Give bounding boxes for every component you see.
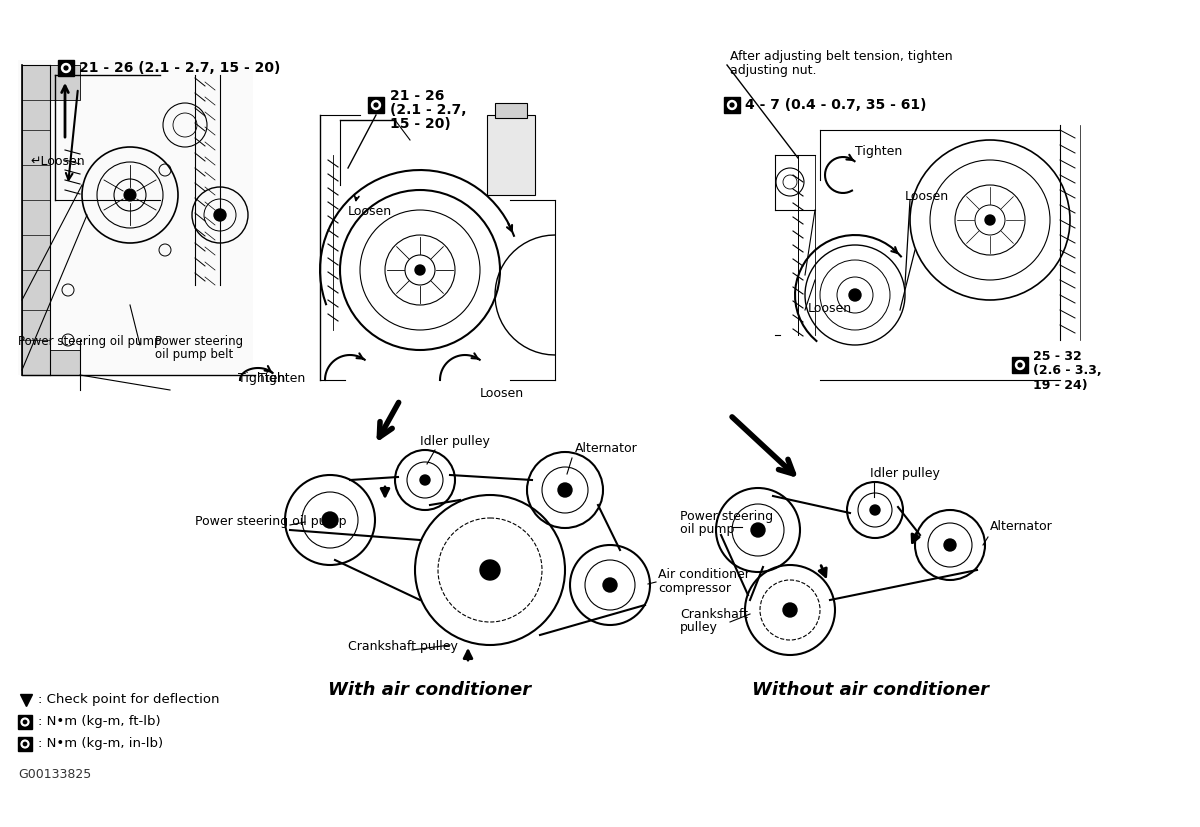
Text: Alternator: Alternator <box>575 442 637 455</box>
Circle shape <box>1015 361 1025 370</box>
Text: Air conditioner: Air conditioner <box>658 568 750 581</box>
Circle shape <box>372 101 380 109</box>
Text: Power steering oil pump: Power steering oil pump <box>194 515 347 528</box>
Text: : N•m (kg-m, in-lb): : N•m (kg-m, in-lb) <box>38 738 163 750</box>
Text: Without air conditioner: Without air conditioner <box>751 681 989 699</box>
Text: With air conditioner: With air conditioner <box>329 681 532 699</box>
Text: 21 - 26 (2.1 - 2.7, 15 - 20): 21 - 26 (2.1 - 2.7, 15 - 20) <box>79 61 281 75</box>
Circle shape <box>784 603 797 617</box>
Circle shape <box>61 64 71 73</box>
Text: pulley: pulley <box>680 621 718 634</box>
Circle shape <box>22 740 29 748</box>
Bar <box>18 737 32 751</box>
Bar <box>18 715 32 729</box>
Text: Idler pulley: Idler pulley <box>420 435 490 448</box>
Circle shape <box>870 505 880 515</box>
Text: Loosen: Loosen <box>348 205 392 218</box>
Polygon shape <box>50 65 80 100</box>
Circle shape <box>322 512 338 528</box>
Text: Crankshaft: Crankshaft <box>680 608 748 621</box>
Bar <box>496 103 527 118</box>
Text: G00133825: G00133825 <box>18 768 91 782</box>
Circle shape <box>727 101 737 109</box>
Circle shape <box>415 265 425 275</box>
Text: oil pump belt: oil pump belt <box>155 348 233 361</box>
Text: compressor: compressor <box>658 582 731 595</box>
Text: : N•m (kg-m, ft-lb): : N•m (kg-m, ft-lb) <box>38 715 161 729</box>
Text: 25 - 32: 25 - 32 <box>1033 351 1081 364</box>
Bar <box>1012 357 1028 373</box>
Text: (2.1 - 2.7,: (2.1 - 2.7, <box>390 103 467 117</box>
Text: 15 - 20): 15 - 20) <box>390 117 451 131</box>
Text: Tighten: Tighten <box>258 372 305 385</box>
Text: adjusting nut.: adjusting nut. <box>730 64 816 77</box>
Bar <box>724 97 740 113</box>
Circle shape <box>214 209 226 221</box>
Circle shape <box>850 289 862 301</box>
Text: Loosen: Loosen <box>808 302 852 315</box>
Circle shape <box>374 103 378 107</box>
Circle shape <box>420 475 430 485</box>
Text: Loosen: Loosen <box>480 387 524 400</box>
Circle shape <box>730 103 734 107</box>
Text: Power steering: Power steering <box>155 335 244 348</box>
Text: (2.6 - 3.3,: (2.6 - 3.3, <box>1033 365 1102 377</box>
Text: Power steering oil pump: Power steering oil pump <box>18 335 162 348</box>
Circle shape <box>480 560 500 580</box>
Bar <box>487 115 535 195</box>
Circle shape <box>944 539 956 551</box>
Circle shape <box>124 189 136 201</box>
Text: : Check point for deflection: : Check point for deflection <box>38 694 220 706</box>
Text: Loosen: Loosen <box>905 190 949 203</box>
Circle shape <box>23 720 26 724</box>
Circle shape <box>985 215 995 225</box>
Text: 19 - 24): 19 - 24) <box>1033 379 1087 391</box>
Circle shape <box>23 743 26 746</box>
Circle shape <box>604 578 617 592</box>
Bar <box>58 60 74 76</box>
Circle shape <box>22 718 29 726</box>
Circle shape <box>751 523 766 537</box>
Text: Tighten: Tighten <box>854 145 902 158</box>
Text: Idler pulley: Idler pulley <box>870 467 940 480</box>
Text: Power steering: Power steering <box>680 510 773 523</box>
Polygon shape <box>22 65 50 375</box>
Text: Tighten: Tighten <box>238 372 286 385</box>
Text: oil pump: oil pump <box>680 523 734 536</box>
Text: 21 - 26: 21 - 26 <box>390 89 444 103</box>
Bar <box>18 60 253 375</box>
Text: Alternator: Alternator <box>990 520 1052 533</box>
Circle shape <box>64 66 68 70</box>
Text: Crankshaft pulley: Crankshaft pulley <box>348 640 458 653</box>
Circle shape <box>1018 363 1022 367</box>
Text: After adjusting belt tension, tighten: After adjusting belt tension, tighten <box>730 50 953 63</box>
Polygon shape <box>50 350 80 375</box>
Circle shape <box>558 483 572 497</box>
Bar <box>368 97 384 113</box>
Text: 4 - 7 (0.4 - 0.7, 35 - 61): 4 - 7 (0.4 - 0.7, 35 - 61) <box>745 98 926 112</box>
Text: ↵Loosen: ↵Loosen <box>30 155 85 168</box>
